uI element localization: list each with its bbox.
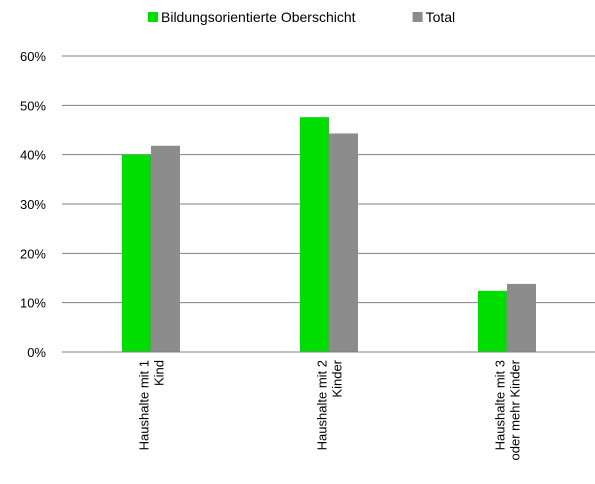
category-label-line: Kinder [330,359,345,397]
y-tick-label: 0% [27,345,46,360]
category-label-line: Haushalte mit 3 [493,360,508,450]
y-tick-label: 60% [20,49,46,64]
legend-label: Bildungsorientierte Oberschicht [161,9,356,25]
category-label-line: oder mehr Kinder [508,359,523,460]
bar-oberschicht [478,290,507,352]
y-tick-label: 50% [20,98,46,113]
category-label-line: Kind [152,360,167,386]
y-tick-label: 30% [20,197,46,212]
bar-total [329,133,358,352]
legend-label: Total [426,9,456,25]
bar-total [151,145,180,352]
category-label-line: Haushalte mit 1 [137,360,152,450]
category-label-line: Haushalte mit 2 [315,360,330,450]
category-label: Haushalte mit 3 oder mehr Kinder [493,359,523,460]
category-label: Haushalte mit 2 Kinder [315,359,345,450]
legend-swatch [412,12,423,22]
bar-total [507,283,536,352]
y-tick-label: 10% [20,296,46,311]
legend-swatch [148,12,158,22]
y-tick-label: 40% [20,148,46,163]
bar-oberschicht [300,117,329,352]
category-label: Haushalte mit 1 Kind [137,360,167,450]
bar-oberschicht [122,154,151,352]
y-tick-label: 20% [20,246,46,261]
